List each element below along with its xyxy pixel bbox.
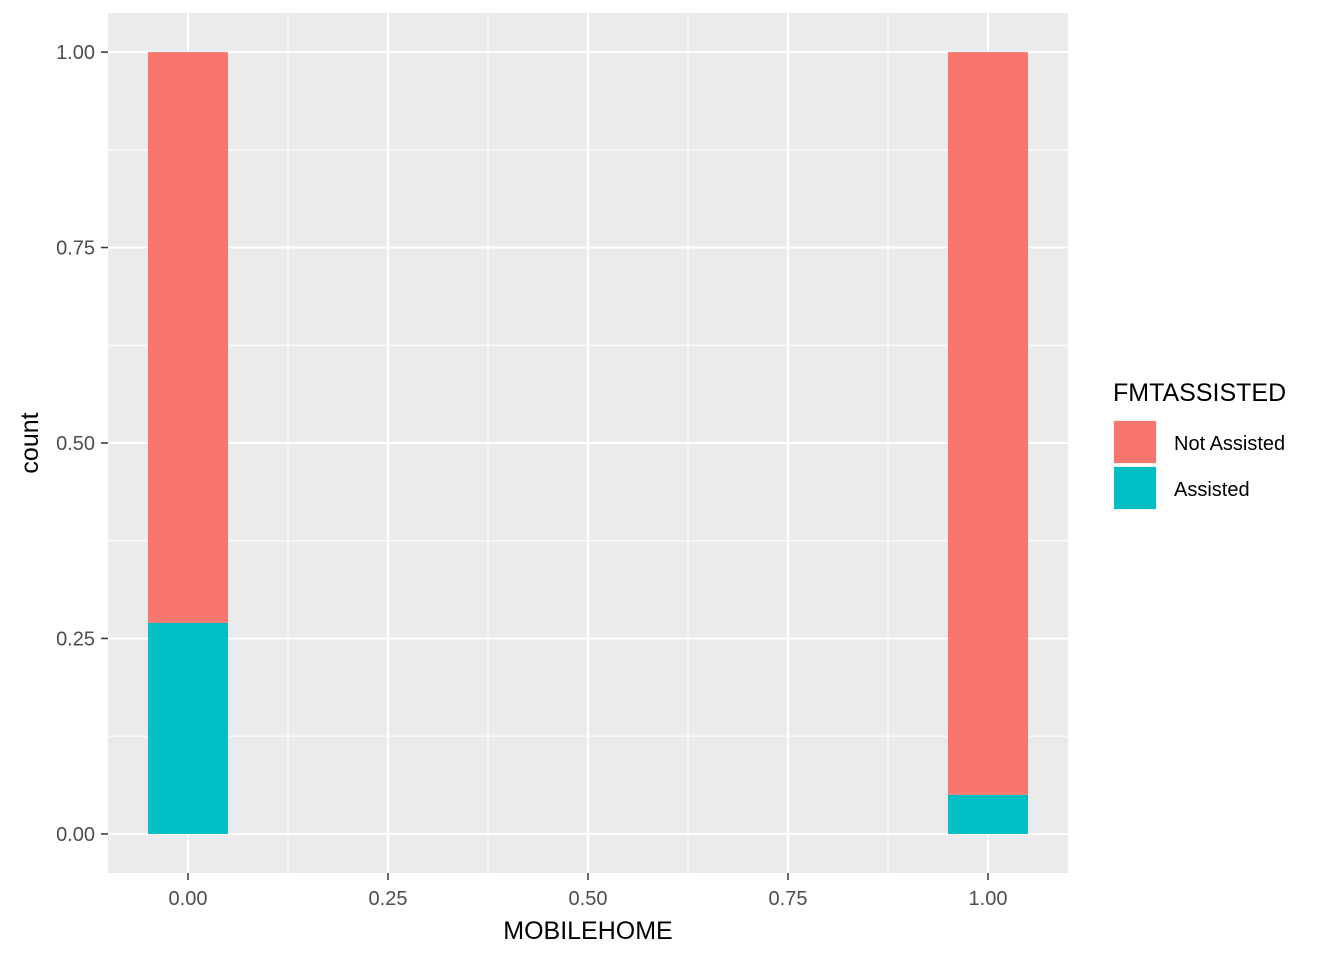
legend-label: Not Assisted <box>1174 433 1285 455</box>
x-tick-label: 1.00 <box>969 888 1008 910</box>
bar-not-assisted <box>148 52 228 623</box>
y-axis-title: count <box>16 412 44 473</box>
x-tick-label: 0.00 <box>169 888 208 910</box>
bar-assisted <box>948 794 1028 834</box>
legend-title: FMTASSISTED <box>1113 379 1286 407</box>
y-tick-label: 1.00 <box>56 42 95 64</box>
y-tick-label: 0.75 <box>56 238 95 260</box>
bars <box>148 52 1028 834</box>
x-tick-label: 0.25 <box>369 888 408 910</box>
x-axis-title: MOBILEHOME <box>503 917 672 945</box>
bar-assisted <box>148 622 228 834</box>
y-tick-label: 0.25 <box>56 628 95 650</box>
x-tick-label: 0.75 <box>769 888 808 910</box>
x-tick-label: 0.50 <box>569 888 608 910</box>
x-axis: 0.00 0.25 0.50 0.75 1.00 <box>169 873 1008 910</box>
y-tick-label: 0.50 <box>56 433 95 455</box>
legend-key-assisted <box>1114 467 1156 509</box>
bar-not-assisted <box>948 52 1028 795</box>
legend-label: Assisted <box>1174 479 1250 501</box>
y-tick-label: 0.00 <box>56 824 95 846</box>
legend-key-not-assisted <box>1114 421 1156 463</box>
legend: FMTASSISTED Not Assisted Assisted <box>1113 379 1286 510</box>
y-axis: 0.00 0.25 0.50 0.75 1.00 <box>56 42 108 846</box>
